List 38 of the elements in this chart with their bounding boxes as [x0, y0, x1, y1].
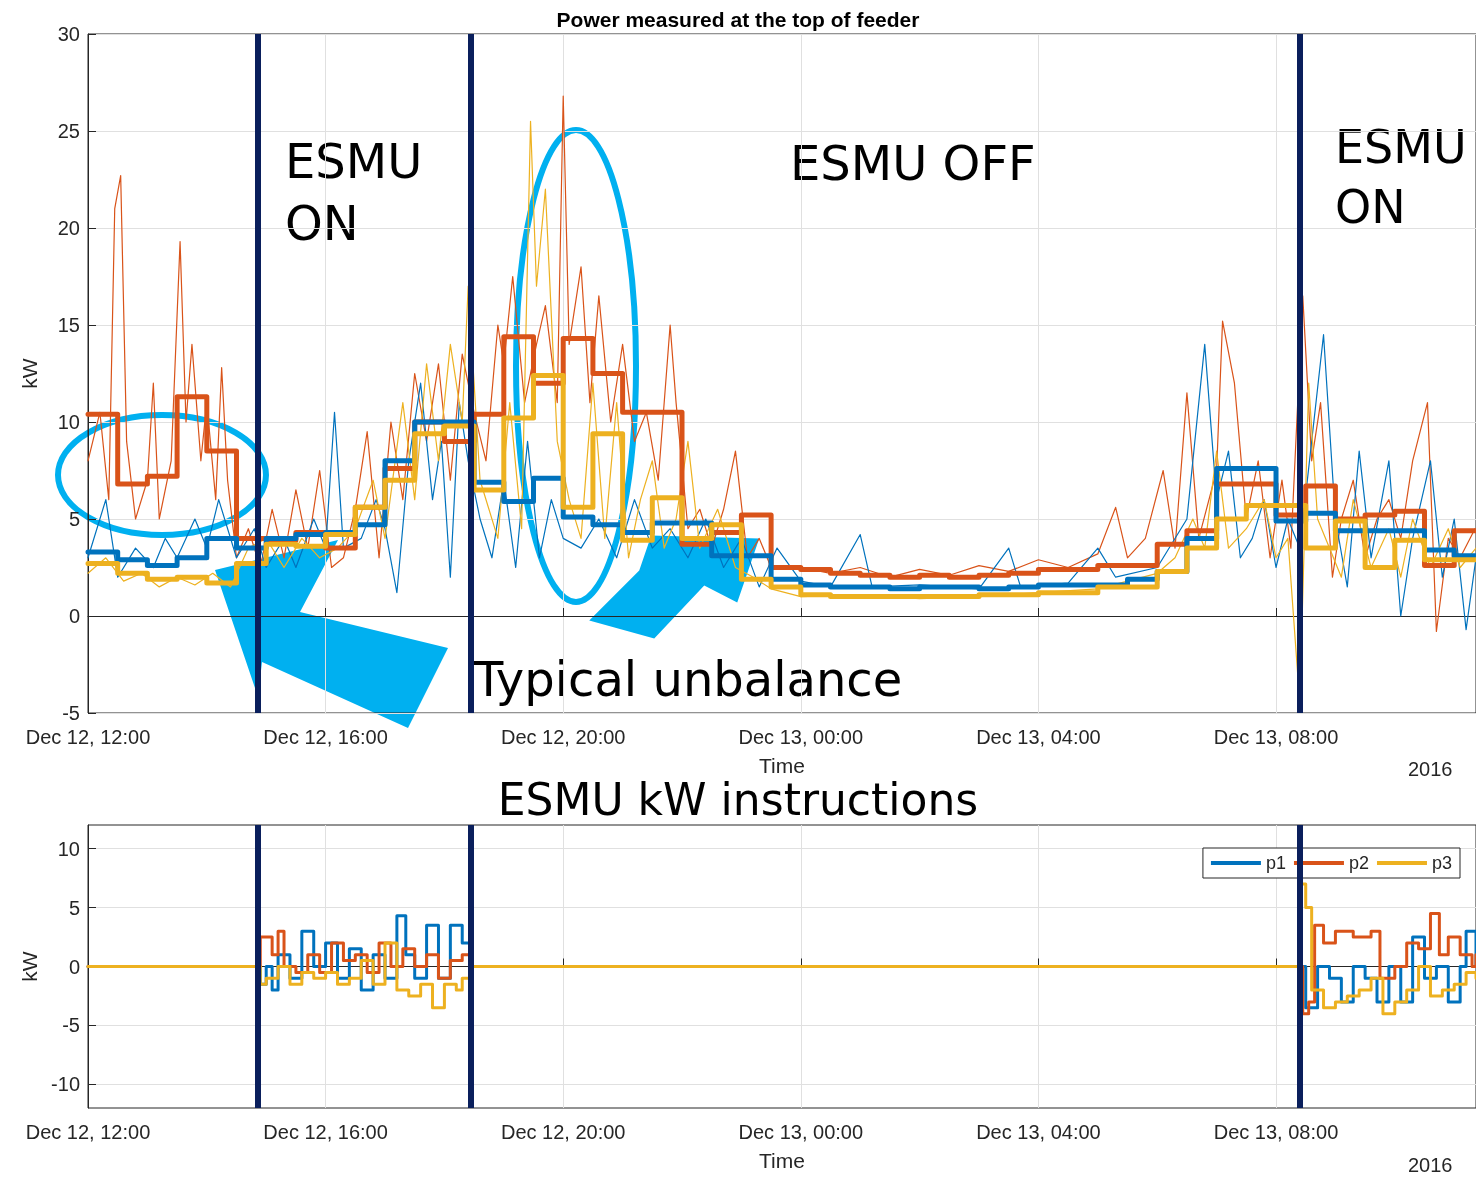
y-axis-title: kW	[18, 951, 41, 982]
y-tick-label: 5	[68, 508, 80, 530]
y-tick-label: 5	[68, 896, 80, 919]
y-tick-label: 15	[57, 314, 80, 336]
chart-title: Power measured at the top of feeder	[556, 8, 920, 31]
y-tick-label: 0	[68, 955, 80, 978]
y-tick-label: 10	[57, 837, 80, 860]
annotation: Typical unbalance	[474, 650, 904, 709]
x-tick-label: Dec 13, 08:00	[1213, 726, 1339, 748]
x-tick-label: Dec 13, 04:00	[976, 1121, 1101, 1143]
y-tick-label: 25	[57, 120, 80, 142]
y-tick-label: 0	[68, 605, 80, 627]
x-tick-label: Dec 13, 00:00	[738, 726, 864, 748]
y-tick-label: 20	[57, 217, 80, 239]
text: 2016	[1408, 757, 1454, 782]
annotation: ESMU ON	[1335, 119, 1468, 236]
legend-label: p3	[1431, 853, 1453, 873]
x-tick-label: Dec 12, 12:00	[25, 726, 151, 748]
text: 2016	[1408, 1153, 1454, 1178]
annotation: ESMU ON	[285, 132, 424, 254]
y-tick-label: -10	[51, 1073, 80, 1096]
x-tick-label: Dec 12, 12:00	[25, 1121, 151, 1143]
y-tick-label: -5	[62, 1014, 80, 1037]
x-axis-title: Time	[759, 1149, 805, 1172]
x-tick-label: Dec 13, 04:00	[976, 726, 1101, 748]
x-tick-label: Dec 12, 20:00	[500, 726, 626, 748]
y-tick-label: -5	[62, 702, 80, 724]
x-tick-label: Dec 12, 16:00	[263, 726, 388, 748]
x-tick-label: Dec 12, 16:00	[263, 1121, 388, 1143]
y-tick-label: 30	[57, 23, 80, 45]
y-axis-title: kW	[18, 358, 41, 389]
x-tick-label: Dec 12, 20:00	[500, 1121, 626, 1143]
legend-label: p1	[1265, 853, 1286, 873]
x-tick-label: Dec 13, 00:00	[738, 1121, 864, 1143]
y-tick-label: 10	[57, 411, 80, 433]
x-tick-label: Dec 13, 08:00	[1213, 1121, 1339, 1143]
legend-label: p2	[1348, 853, 1369, 873]
annotation: ESMU OFF	[790, 134, 1037, 193]
